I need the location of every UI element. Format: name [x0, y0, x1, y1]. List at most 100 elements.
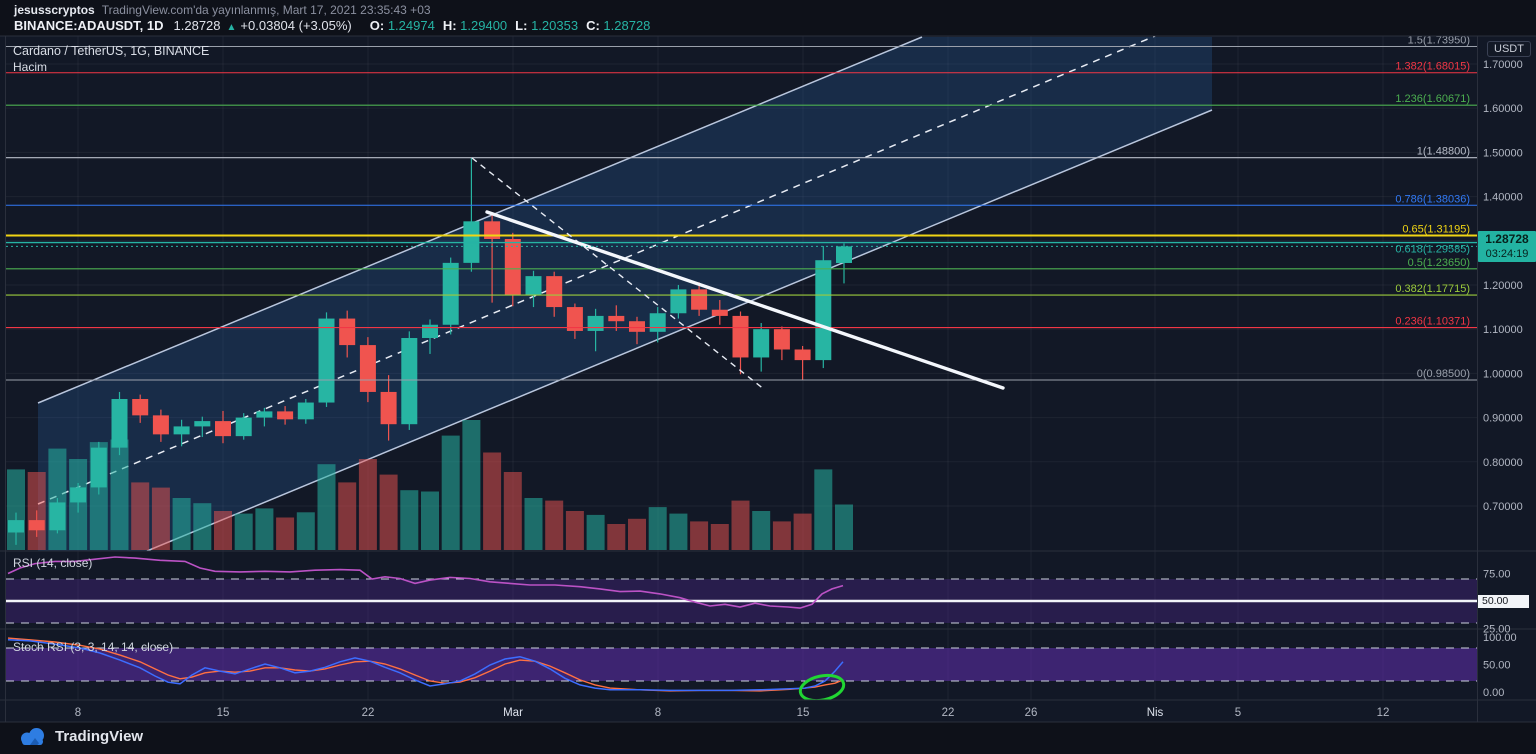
fib-level-label: 1.236(1.60671): [1395, 93, 1470, 105]
candle-body: [711, 309, 728, 316]
low-label: L:: [515, 18, 528, 33]
volume-bar: [151, 487, 170, 550]
chart-background: [0, 36, 1536, 722]
candle-body: [422, 324, 438, 339]
fib-level-label: 1.382(1.68015): [1395, 61, 1470, 73]
last-price-tag: 1.28728 03:24:19: [1478, 231, 1536, 262]
volume-bar: [772, 521, 791, 550]
stoch-tick-label: 100.00: [1483, 632, 1517, 644]
time-tick-label[interactable]: 26: [1025, 707, 1038, 719]
trend-channel-fill: [38, 37, 1212, 551]
volume-bar: [441, 435, 460, 550]
price-tick-label[interactable]: 1.40000: [1483, 192, 1523, 204]
stochrsi-pane: [6, 637, 1477, 700]
time-tick-label[interactable]: 15: [797, 707, 810, 719]
fib-level-label: 1.5(1.73950): [1408, 35, 1470, 47]
volume-bar: [276, 517, 295, 550]
high-label: H:: [442, 18, 457, 33]
candle-body: [794, 349, 811, 361]
volume-bar: [110, 439, 129, 550]
price-tick-label[interactable]: 0.90000: [1483, 413, 1523, 425]
volume-bar: [814, 469, 833, 550]
fib-level-label: 0(0.98500): [1417, 368, 1470, 380]
fib-level-label: 0.786(1.38036): [1395, 193, 1470, 205]
time-tick-label[interactable]: 8: [655, 707, 661, 719]
price-tick-label[interactable]: 1.20000: [1483, 280, 1523, 292]
volume-bar: [669, 513, 688, 550]
candle-body: [194, 421, 211, 427]
candle-body: [629, 321, 645, 332]
price-change: +0.03804 (+3.05%): [240, 18, 352, 33]
rsi-tick-label: 75.00: [1483, 569, 1511, 581]
currency-chip[interactable]: USDT: [1487, 41, 1531, 57]
publish-info-line: jesusscryptos TradingView.com'da yayınlan…: [14, 3, 431, 17]
candle-body: [670, 289, 687, 314]
candle-body: [70, 487, 87, 503]
candle-body: [152, 415, 169, 435]
time-tick-label[interactable]: 15: [217, 707, 230, 719]
volume-bar: [690, 521, 709, 550]
candle-body: [28, 520, 45, 531]
tradingview-logo-text: TradingView: [55, 728, 144, 745]
fib-level-label: 1(1.48800): [1417, 146, 1470, 158]
candle-body: [235, 417, 252, 437]
price-tick-label[interactable]: 1.50000: [1483, 147, 1523, 159]
low-value: 1.20353: [531, 18, 579, 33]
publisher-name[interactable]: jesusscryptos: [14, 3, 95, 17]
candle-body: [49, 502, 66, 531]
volume-bar: [421, 491, 439, 550]
symbol-name[interactable]: BINANCE:ADAUSDT, 1D: [14, 18, 164, 33]
close-label: C:: [586, 18, 600, 33]
price-tick-label[interactable]: 1.60000: [1483, 103, 1523, 115]
price-tick-label[interactable]: 1.10000: [1483, 324, 1523, 336]
time-tick-label[interactable]: Nis: [1147, 707, 1164, 719]
price-tick-label[interactable]: 1.00000: [1483, 368, 1523, 380]
main-pane: 1.5(1.73950) 1.382(1.68015) 1.236(1.60671)…: [6, 35, 1477, 551]
candle-body: [566, 307, 583, 331]
time-tick-label[interactable]: 12: [1377, 707, 1390, 719]
time-tick-label[interactable]: 22: [942, 707, 955, 719]
candle-body: [277, 411, 294, 420]
stoch-tick-label: 50.00: [1483, 660, 1511, 672]
price-tick-label[interactable]: 0.80000: [1483, 457, 1523, 469]
tradingview-logo[interactable]: TradingView: [18, 726, 143, 747]
candle-body: [442, 262, 459, 325]
price-tick-label[interactable]: 0.70000: [1483, 501, 1523, 513]
chart-legend-title[interactable]: Cardano / TetherUS, 1G, BINANCE: [13, 44, 210, 58]
trendline-dashed: [471, 157, 766, 391]
volume-legend[interactable]: Hacim: [13, 60, 48, 74]
stochrsi-legend[interactable]: Stoch RSI (3, 3, 14, 14, close): [13, 640, 174, 654]
rsi-line: [7, 556, 844, 609]
candle-body: [836, 246, 852, 263]
volume-bar: [193, 503, 212, 550]
time-tick-label[interactable]: Mar: [503, 707, 523, 719]
volume-bar: [172, 498, 191, 550]
volume-bar: [628, 518, 646, 550]
volume-bar: [296, 512, 315, 550]
volume-bar: [835, 504, 853, 550]
candle-body: [215, 421, 231, 437]
rsi-50-tag: 50.00: [1478, 595, 1529, 608]
candle-body: [608, 315, 625, 322]
candle-body: [587, 315, 604, 331]
open-value: 1.24974: [387, 18, 435, 33]
time-tick-label[interactable]: 5: [1235, 707, 1241, 719]
candle-body: [649, 313, 666, 332]
candle-body: [691, 289, 708, 310]
volume-bar: [483, 452, 502, 550]
volume-bar: [400, 490, 419, 550]
volume-bar: [752, 511, 771, 550]
price-tick-label[interactable]: 1.70000: [1483, 59, 1523, 71]
rsi-legend[interactable]: RSI (14, close): [13, 556, 93, 570]
time-tick-label[interactable]: 8: [75, 707, 81, 719]
volume-bar: [793, 513, 812, 550]
volume-bar: [255, 508, 274, 550]
trendline-solid: [485, 210, 1005, 390]
volume-bar: [462, 420, 481, 550]
candle-body: [173, 426, 190, 435]
candle-body: [132, 399, 149, 416]
time-tick-label[interactable]: 22: [362, 707, 375, 719]
up-arrow-icon: ▲: [226, 22, 237, 33]
candle-body: [815, 260, 832, 361]
